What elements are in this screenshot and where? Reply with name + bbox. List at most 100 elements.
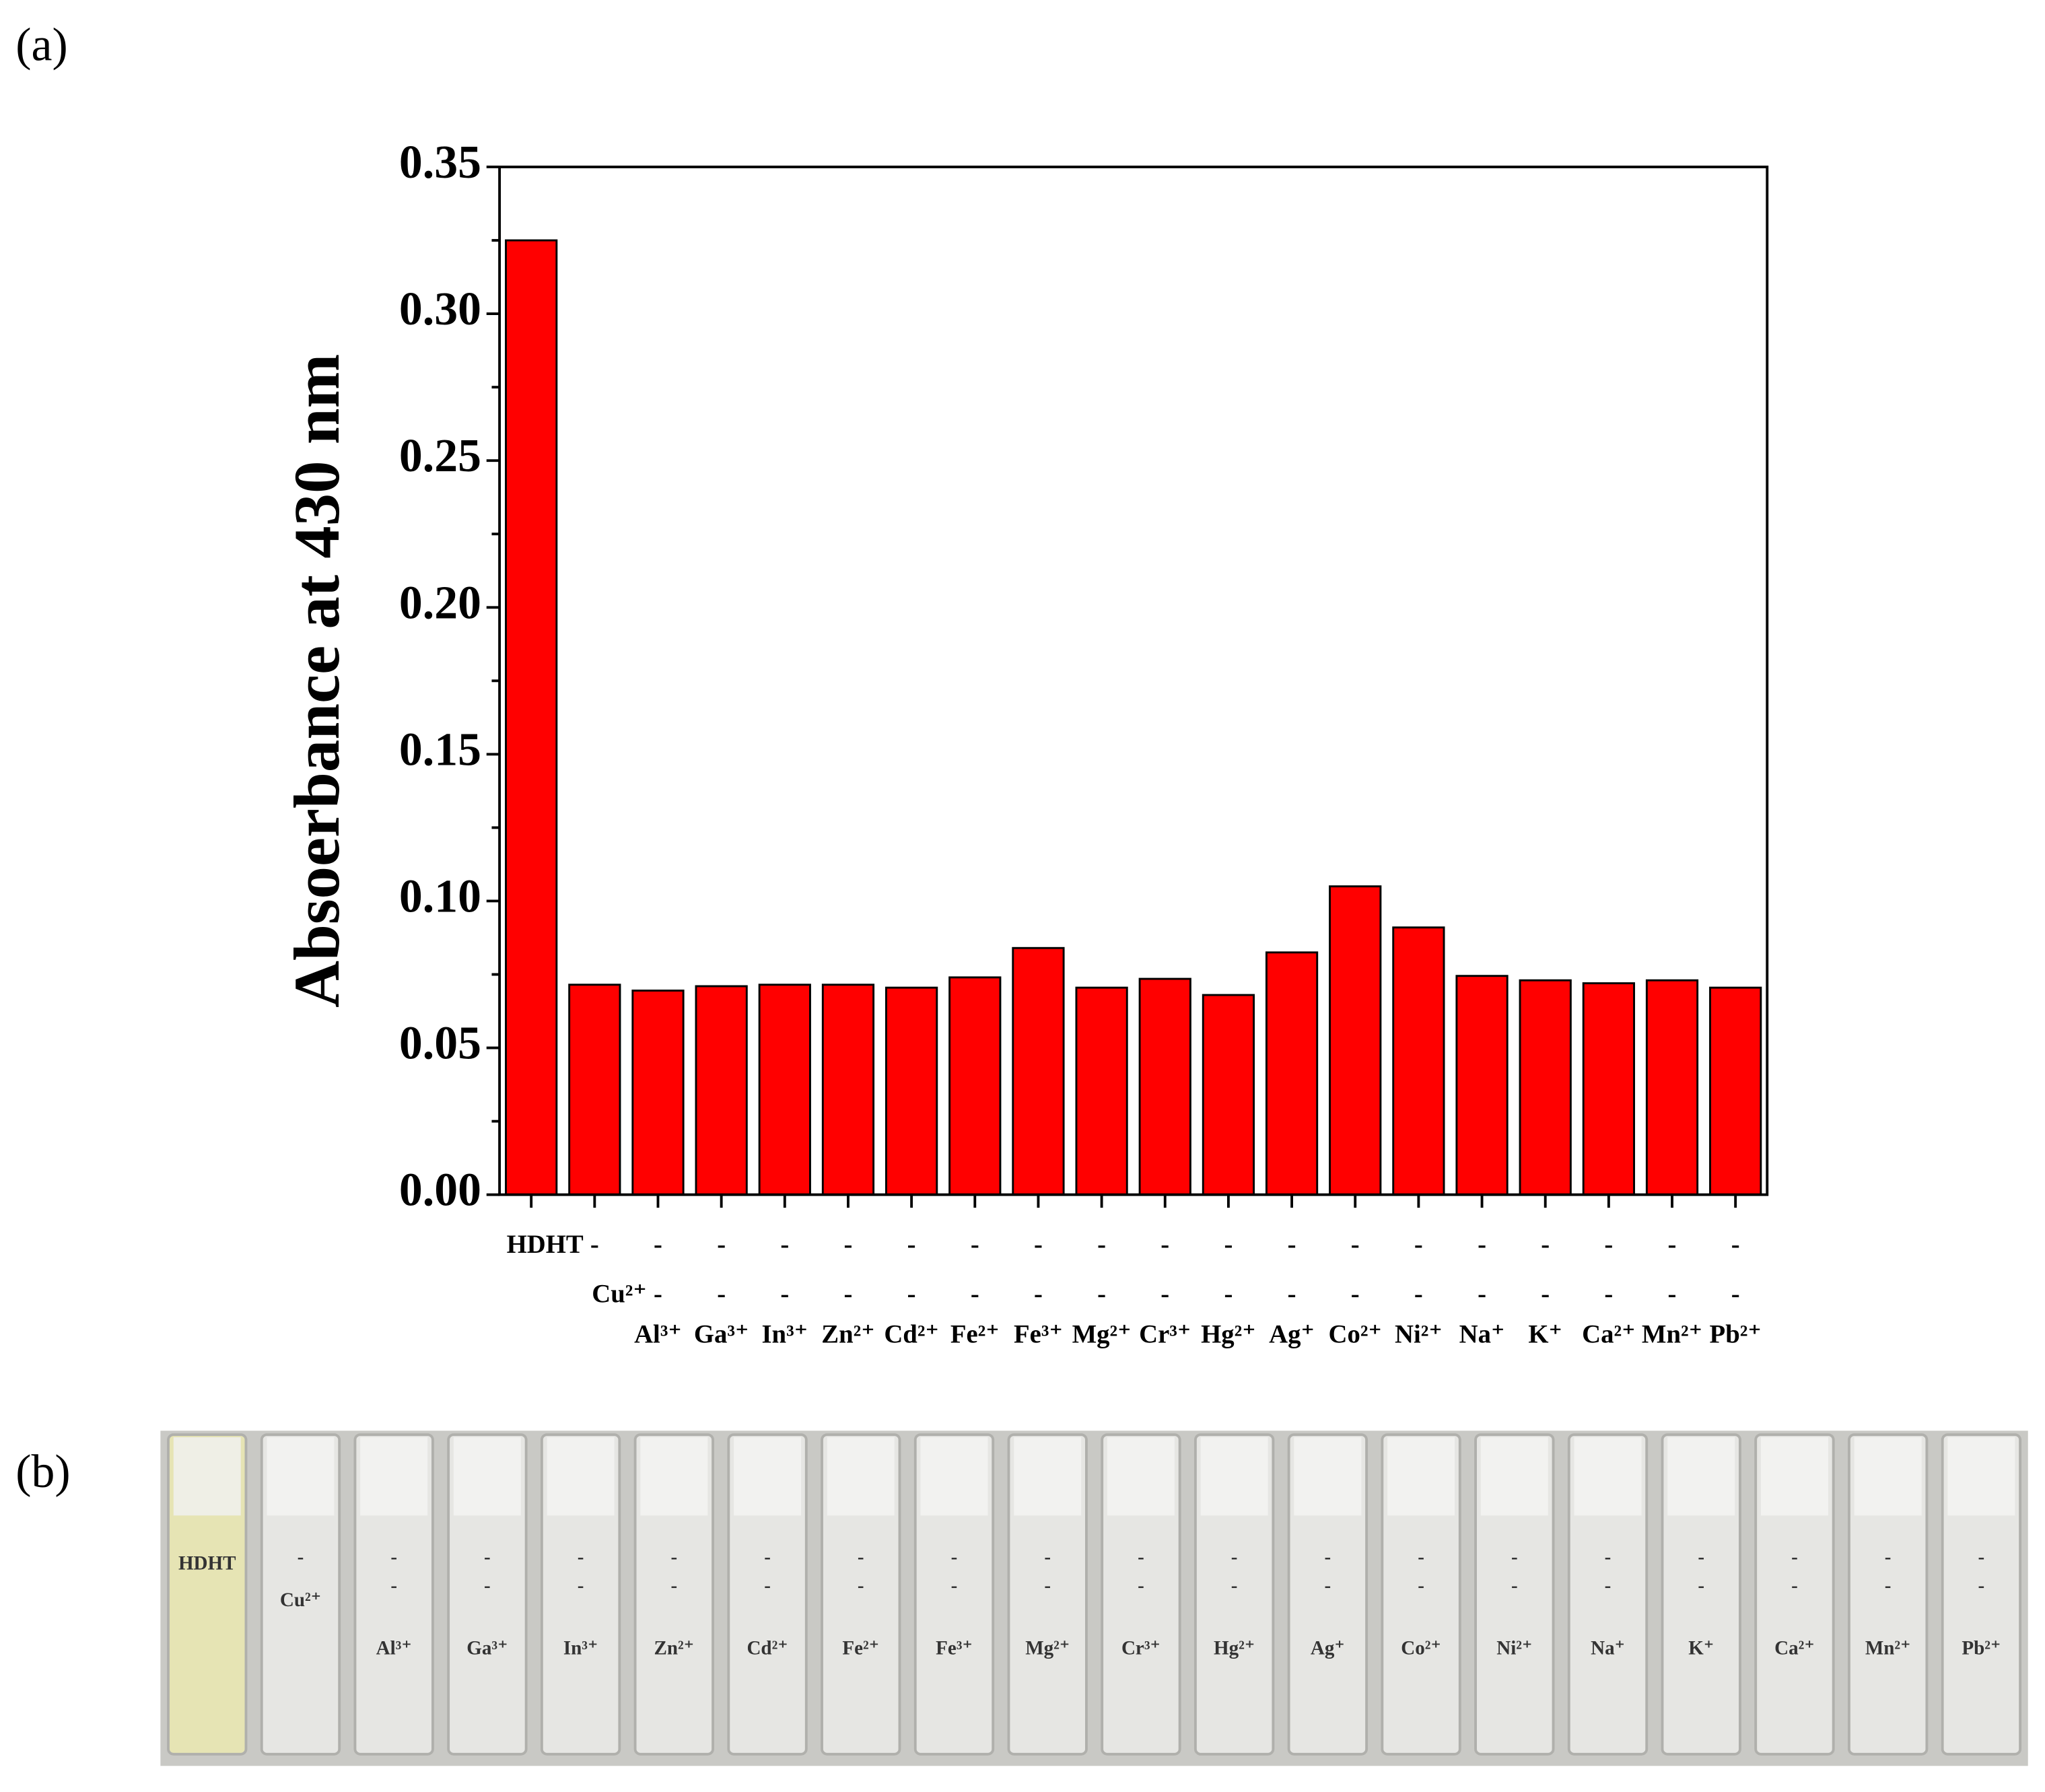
cuvette-label: -	[484, 1575, 491, 1596]
bar	[1455, 975, 1509, 1196]
x-row-label: -	[1288, 1280, 1296, 1309]
cuvette-label: -	[951, 1546, 958, 1568]
y-tick-label: 0.25	[399, 430, 481, 482]
cuvette-label: -	[1325, 1575, 1331, 1596]
x-tick-label: Ni²⁺	[1395, 1320, 1443, 1349]
bar	[1202, 994, 1255, 1196]
x-row-label: -	[1034, 1230, 1043, 1259]
x-row-label: -	[1097, 1230, 1106, 1259]
cuvette-label: -	[578, 1546, 584, 1568]
cuvette-label: Fe³⁺	[936, 1637, 973, 1659]
x-row-label: -	[1160, 1230, 1169, 1259]
cuvette-top	[173, 1437, 241, 1516]
x-row-label: -	[717, 1230, 726, 1259]
cuvette-label: Ca²⁺	[1774, 1637, 1815, 1659]
x-tick-label: Ga³⁺	[694, 1320, 749, 1349]
cuvette-label: -	[670, 1575, 677, 1596]
cuvette-label: -	[1791, 1575, 1798, 1596]
cuvette-top	[1480, 1437, 1548, 1516]
bar	[1265, 951, 1319, 1196]
cuvette-label: -	[578, 1575, 584, 1596]
x-tick-label: Fe²⁺	[950, 1320, 1000, 1349]
cuvette-label: -	[1418, 1575, 1424, 1596]
cuvette-label: -	[951, 1575, 958, 1596]
bar	[948, 976, 1002, 1196]
x-row-label: -	[1288, 1230, 1296, 1259]
cuvette-label: -	[390, 1546, 397, 1568]
bar	[885, 986, 938, 1196]
bar	[1138, 977, 1191, 1196]
cuvette-label: -	[1511, 1546, 1518, 1568]
x-tick-label: Cr³⁺	[1139, 1320, 1191, 1349]
cuvette-label: -	[764, 1575, 771, 1596]
cuvette-top	[360, 1437, 428, 1516]
cuvette-label: -	[670, 1546, 677, 1568]
x-row-label: -	[590, 1230, 599, 1259]
cuvette-label: Cu²⁺	[280, 1589, 321, 1611]
cuvette-label: -	[484, 1546, 491, 1568]
x-row-label: -	[1604, 1230, 1613, 1259]
cuvette-label: Ga³⁺	[466, 1637, 508, 1659]
cuvette-top	[1667, 1437, 1735, 1516]
x-row-label: -	[1668, 1280, 1677, 1309]
cuvette-top	[640, 1437, 708, 1516]
cuvette-top	[453, 1437, 521, 1516]
y-tick-label: 0.00	[399, 1165, 481, 1216]
x-tick-label: Al³⁺	[634, 1320, 682, 1349]
cuvette-label: -	[1698, 1546, 1704, 1568]
cuvette-label: -	[1418, 1546, 1424, 1568]
bar	[821, 984, 875, 1196]
cuvette-label: Al³⁺	[376, 1637, 412, 1659]
cuvette-top	[547, 1437, 615, 1516]
cuvette-label: -	[1325, 1546, 1331, 1568]
cuvette-label: -	[1698, 1575, 1704, 1596]
cuvette-label: -	[1138, 1546, 1144, 1568]
x-tick-label: Co²⁺	[1329, 1320, 1382, 1349]
cuvette-label: Pb²⁺	[1962, 1637, 2001, 1659]
bar	[1329, 885, 1382, 1196]
cuvette-label: -	[1605, 1575, 1611, 1596]
x-row-label: -	[844, 1230, 853, 1259]
x-tick-label: K⁺	[1528, 1320, 1562, 1349]
bar	[1709, 986, 1762, 1196]
cuvette-label: Mn²⁺	[1865, 1637, 1911, 1659]
cuvette-label: -	[1044, 1546, 1051, 1568]
y-tick-label: 0.15	[399, 724, 481, 776]
y-tick-label: 0.05	[399, 1018, 481, 1070]
x-row-label: -	[1097, 1280, 1106, 1309]
cuvette-label: -	[1605, 1546, 1611, 1568]
cuvette-label: HDHT	[178, 1553, 236, 1575]
cuvette-label: -	[298, 1546, 304, 1568]
x-tick-label: Zn²⁺	[821, 1320, 874, 1349]
cuvette-label: -	[1044, 1575, 1051, 1596]
cuvette-label: -	[1885, 1546, 1892, 1568]
x-row-label: -	[780, 1230, 789, 1259]
bar	[505, 239, 558, 1196]
x-tick-label: Pb²⁺	[1710, 1320, 1762, 1349]
y-axis-label: Absoerbance at 430 nm	[281, 354, 353, 1008]
x-row-label: HDHT	[507, 1230, 584, 1259]
x-row-label: -	[1478, 1230, 1486, 1259]
x-row-label: -	[1224, 1280, 1233, 1309]
bar	[1012, 946, 1065, 1196]
x-row-label: -	[907, 1230, 916, 1259]
x-tick-label: Mg²⁺	[1072, 1320, 1132, 1349]
y-tick-label: 0.30	[399, 283, 481, 335]
cuvette-top	[1947, 1437, 2015, 1516]
cuvette-label: Zn²⁺	[654, 1637, 695, 1659]
cuvette-top	[1294, 1437, 1362, 1516]
bar	[1519, 979, 1572, 1196]
x-tick-label: Na⁺	[1459, 1320, 1505, 1349]
cuvette-label: Ni²⁺	[1496, 1637, 1532, 1659]
x-row-label: -	[1541, 1280, 1550, 1309]
cuvette-label: -	[1511, 1575, 1518, 1596]
y-tick-label: 0.10	[399, 870, 481, 922]
x-row-label: -	[971, 1280, 979, 1309]
cuvette-top	[1574, 1437, 1642, 1516]
x-tick-label: In³⁺	[761, 1320, 808, 1349]
cuvette-label: -	[1138, 1575, 1144, 1596]
bar	[758, 984, 811, 1196]
cuvette-label: -	[858, 1575, 864, 1596]
